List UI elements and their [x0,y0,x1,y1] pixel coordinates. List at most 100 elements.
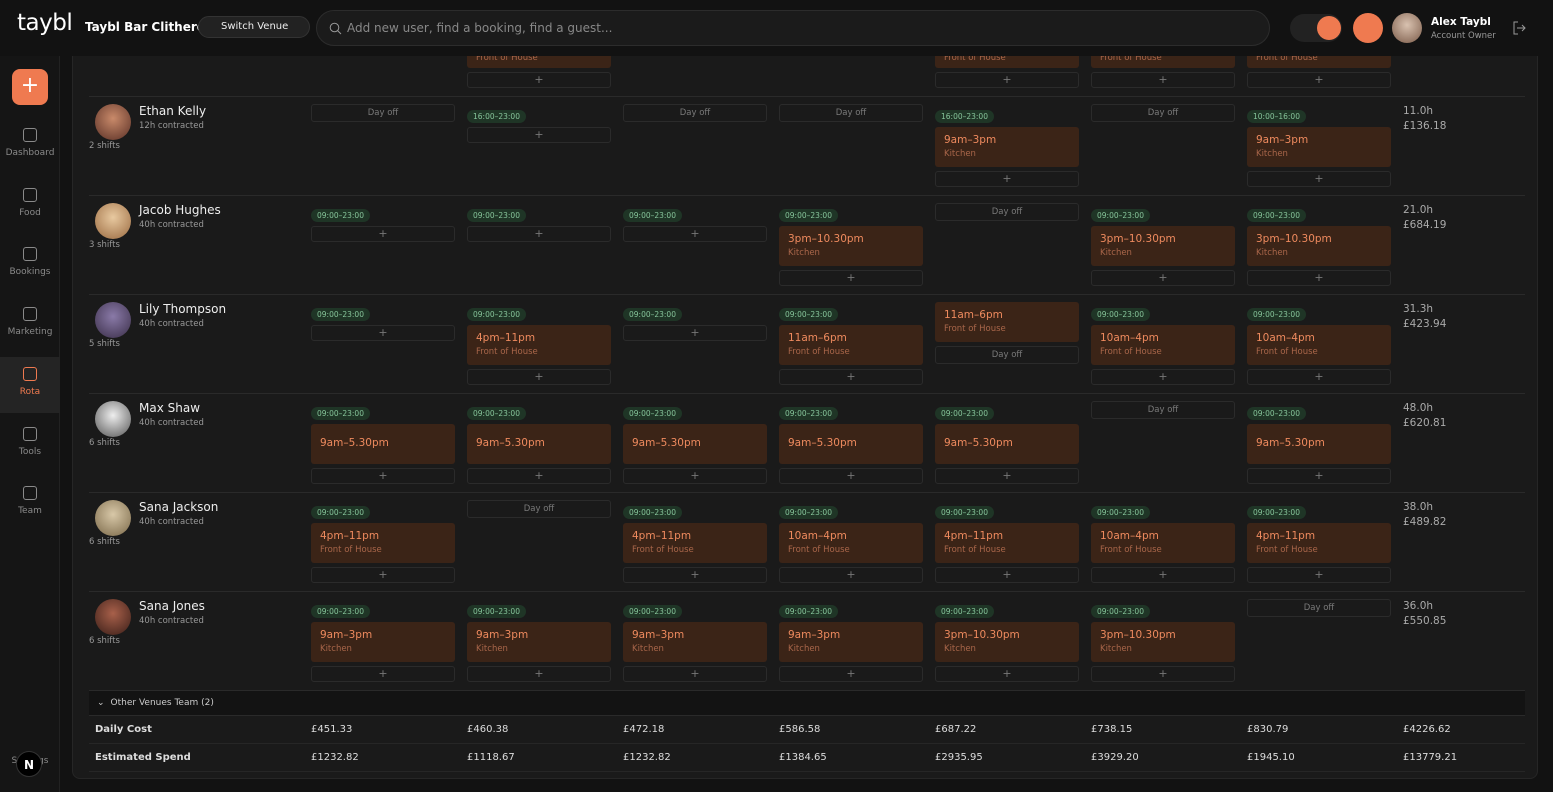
day-cell [311,56,455,96]
add-shift-button[interactable]: + [779,567,923,583]
shift-block[interactable]: 9am–3pm Kitchen [935,127,1079,167]
add-shift-button[interactable]: + [1091,270,1235,286]
nav-item[interactable]: Food [0,178,60,234]
staff-name[interactable]: Sana Jackson [139,500,219,514]
nav-item[interactable]: Bookings [0,237,60,293]
add-shift-button[interactable]: + [623,666,767,682]
shift-block[interactable]: Front of House [1091,56,1235,68]
add-shift-button[interactable]: + [1091,567,1235,583]
add-shift-button[interactable]: + [935,567,1079,583]
shift-block[interactable]: 4pm–11pm Front of House [467,325,611,365]
shift-role: Front of House [1256,347,1318,357]
rota-rows: Front of House + Front of House + Front of H… [73,56,1537,778]
shift-block[interactable]: 4pm–11pm Front of House [311,523,455,563]
add-shift-button[interactable]: + [779,369,923,385]
add-shift-button[interactable]: + [311,666,455,682]
nav-item[interactable]: Team [0,476,60,532]
theme-toggle[interactable] [1290,14,1342,42]
add-shift-button[interactable]: + [1247,72,1391,88]
add-shift-button[interactable]: + [1247,171,1391,187]
add-shift-button[interactable]: + [1247,468,1391,484]
day-cell: Front of House + [935,56,1079,96]
staff-name[interactable]: Max Shaw [139,401,201,415]
shift-block[interactable]: 10am–4pm Front of House [1091,523,1235,563]
add-shift-button[interactable]: + [1247,270,1391,286]
add-shift-button[interactable]: + [779,666,923,682]
nav-item[interactable]: Dashboard [0,118,60,174]
shift-block[interactable]: 4pm–11pm Front of House [935,523,1079,563]
staff-name[interactable]: Ethan Kelly [139,104,207,118]
add-shift-button[interactable]: + [623,567,767,583]
add-shift-button[interactable]: + [467,369,611,385]
shift-block[interactable]: 9am–5.30pm [1247,424,1391,464]
shift-block[interactable]: 9am–3pm Kitchen [779,622,923,662]
shift-role: Front of House [320,545,382,555]
shift-block[interactable]: Front of House [935,56,1079,68]
shift-block[interactable]: 3pm–10.30pm Kitchen [1091,226,1235,266]
shift-block[interactable]: 10am–4pm Front of House [779,523,923,563]
add-button[interactable]: + [12,69,48,105]
add-shift-button[interactable]: + [467,127,611,143]
shift-block[interactable]: 10am–4pm Front of House [1247,325,1391,365]
shift-block[interactable]: 9am–5.30pm [623,424,767,464]
shift-block[interactable]: 9am–5.30pm [311,424,455,464]
shift-block[interactable]: 10am–4pm Front of House [1091,325,1235,365]
add-shift-button[interactable]: + [935,666,1079,682]
notifications-button[interactable] [1353,13,1383,43]
switch-venue-button[interactable]: Switch Venue [198,16,310,38]
add-shift-button[interactable]: + [1091,369,1235,385]
search-bar[interactable]: Add new user, find a booking, find a gue… [316,10,1270,46]
add-shift-button[interactable]: + [623,468,767,484]
nav-item[interactable]: Rota [0,356,60,413]
shift-block[interactable]: 9am–5.30pm [935,424,1079,464]
add-shift-button[interactable]: + [623,325,767,341]
shift-block[interactable]: 9am–5.30pm [779,424,923,464]
add-shift-button[interactable]: + [779,270,923,286]
shift-block[interactable]: 3pm–10.30pm Kitchen [1091,622,1235,662]
add-shift-button[interactable]: + [311,226,455,242]
add-shift-button[interactable]: + [467,72,611,88]
nav-item[interactable]: Tools [0,417,60,473]
shift-block[interactable]: 4pm–11pm Front of House [623,523,767,563]
day-cell: 16:00–23:00 9am–3pm Kitchen + [935,104,1079,187]
staff-name[interactable]: Lily Thompson [139,302,227,316]
add-shift-button[interactable]: + [467,666,611,682]
shift-block[interactable]: 3pm–10.30pm Kitchen [935,622,1079,662]
shift-block[interactable]: 9am–5.30pm [467,424,611,464]
user-avatar[interactable] [1392,13,1422,43]
shift-block[interactable]: 3pm–10.30pm Kitchen [1247,226,1391,266]
shift-block[interactable]: 9am–3pm Kitchen [623,622,767,662]
add-shift-button[interactable]: + [935,171,1079,187]
dev-badge: N [16,751,42,777]
shift-block[interactable]: 9am–3pm Kitchen [311,622,455,662]
add-shift-button[interactable]: + [1091,72,1235,88]
shift-block[interactable]: 11am–6pm Front of House [779,325,923,365]
add-shift-button[interactable]: + [935,468,1079,484]
add-shift-button[interactable]: + [311,468,455,484]
add-shift-button[interactable]: + [935,72,1079,88]
shift-block[interactable]: 11am–6pm Front of House [935,302,1079,342]
add-shift-button[interactable]: + [623,226,767,242]
day-cell: 10:00–16:00 9am–3pm Kitchen + [1247,104,1391,187]
shift-time: 4pm–11pm [632,530,692,542]
logout-button[interactable] [1512,21,1526,35]
add-shift-button[interactable]: + [1247,567,1391,583]
shift-block[interactable]: Front of House [1247,56,1391,68]
add-shift-button[interactable]: + [467,226,611,242]
add-shift-button[interactable]: + [311,567,455,583]
staff-name[interactable]: Jacob Hughes [139,203,221,217]
shift-block[interactable]: 3pm–10.30pm Kitchen [779,226,923,266]
add-shift-button[interactable]: + [467,468,611,484]
add-shift-button[interactable]: + [779,468,923,484]
add-shift-button[interactable]: + [311,325,455,341]
shift-block[interactable]: 4pm–11pm Front of House [1247,523,1391,563]
add-shift-button[interactable]: + [1091,666,1235,682]
logo[interactable]: taybl [17,10,73,36]
add-shift-button[interactable]: + [1247,369,1391,385]
shift-block[interactable]: Front of House [467,56,611,68]
shift-block[interactable]: 9am–3pm Kitchen [1247,127,1391,167]
staff-name[interactable]: Sana Jones [139,599,205,613]
other-venues-toggle[interactable]: ⌄ Other Venues Team (2) [89,691,1525,716]
shift-block[interactable]: 9am–3pm Kitchen [467,622,611,662]
nav-item[interactable]: Marketing [0,297,60,353]
